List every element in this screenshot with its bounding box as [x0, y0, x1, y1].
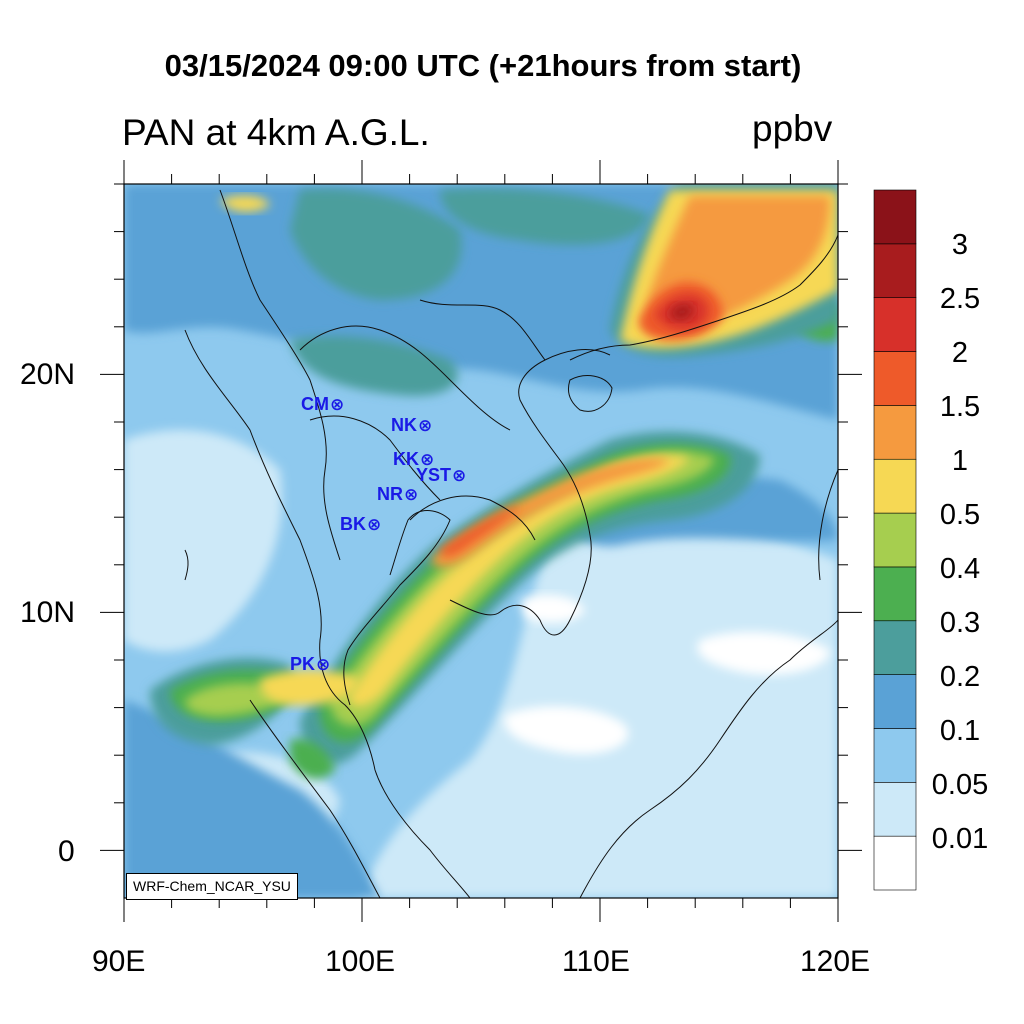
concentration-field — [124, 184, 838, 898]
station-cm: CM⊗ — [301, 394, 344, 415]
station-bk: BK⊗ — [340, 514, 381, 535]
units-label: ppbv — [752, 108, 833, 149]
colorbar-box-6 — [873, 512, 917, 568]
colorbar-box-3 — [873, 674, 917, 729]
field-white-patch-2 — [697, 631, 830, 675]
colorbar-label-0.1: 0.1 — [939, 715, 981, 747]
field-yellow-north — [220, 195, 270, 212]
coast-borneo — [579, 619, 838, 898]
colorbar-label-0.01: 0.01 — [931, 823, 989, 855]
field-china-darkred — [669, 304, 694, 320]
station-marker-icon: ⊗ — [330, 395, 345, 414]
field-yellow-kra — [259, 669, 360, 706]
border-vietnam — [419, 299, 546, 361]
station-marker-icon: ⊗ — [316, 655, 331, 674]
colorbar — [873, 189, 917, 891]
colorbar-label-0.05: 0.05 — [931, 769, 989, 801]
axis-ticks — [100, 160, 862, 922]
field-white-patch-1 — [504, 706, 629, 755]
variable-title: PAN at 4km A.G.L. — [122, 112, 430, 153]
field-green-south — [290, 739, 335, 779]
field-green-band — [319, 443, 731, 743]
station-pk: PK⊗ — [290, 654, 330, 675]
field-teal-north — [290, 188, 462, 300]
colorbar-box-10 — [873, 297, 917, 352]
field-teal-band — [300, 431, 760, 765]
field-yellow-band — [349, 455, 690, 707]
station-marker-icon: ⊗ — [367, 515, 382, 534]
x-tick-label-120E: 120E — [800, 945, 871, 978]
main-title: 03/15/2024 09:00 UTC (+21hours from star… — [164, 48, 802, 83]
station-marker-icon: ⊗ — [452, 466, 467, 485]
station-marker-icon: ⊗ — [418, 416, 433, 435]
coast-philippines — [818, 469, 838, 581]
y-tick-label-20N: 20N — [20, 358, 76, 391]
field-redband — [440, 505, 520, 557]
field-blue-south — [124, 700, 380, 898]
coast-china — [569, 234, 838, 361]
coast-sumatra — [249, 699, 381, 898]
station-nr: NR⊗ — [377, 484, 418, 505]
colorbar-box-2 — [873, 728, 917, 783]
colorbar-label-2.5: 2.5 — [939, 283, 981, 315]
x-tick-label-100E: 100E — [325, 945, 396, 978]
coast-hainan — [567, 375, 613, 412]
y-tick-label-0: 0 — [58, 835, 75, 868]
y-tick-label-10N: 10N — [20, 596, 76, 629]
colorbar-box-1 — [873, 782, 917, 837]
station-code: KK — [393, 449, 419, 469]
field-teal-northeast — [440, 188, 650, 245]
colorbar-label-0.5: 0.5 — [939, 499, 981, 531]
x-tick-label-90E: 90E — [92, 945, 146, 978]
coastlines — [184, 189, 838, 898]
model-credit: WRF-Chem_NCAR_YSU — [126, 873, 298, 900]
coast-andaman — [184, 549, 189, 581]
station-marker-icon: ⊗ — [420, 450, 435, 469]
colorbar-box-9 — [873, 351, 917, 406]
map-frame — [123, 183, 839, 899]
station-code: NK — [391, 415, 417, 435]
station-code: BK — [340, 514, 366, 534]
field-orange-band — [430, 458, 670, 568]
station-code: PK — [290, 654, 316, 674]
colorbar-label-0.4: 0.4 — [939, 553, 981, 585]
station-kk: KK⊗ — [393, 449, 434, 470]
coast-indochina — [449, 349, 611, 636]
colorbar-label-0.3: 0.3 — [939, 607, 981, 639]
border-laos — [299, 325, 511, 431]
colorbar-box-12 — [873, 189, 917, 245]
coast-mainland-south — [343, 510, 451, 706]
colorbar-label-1: 1 — [951, 445, 969, 477]
field-lowest-west — [124, 430, 282, 652]
colorbar-label-2: 2 — [951, 337, 969, 369]
field-teal-laos — [290, 336, 458, 396]
station-code: YST — [416, 465, 452, 485]
station-yst: YST⊗ — [416, 465, 466, 486]
station-nk: NK⊗ — [391, 415, 432, 436]
station-code: NR — [377, 484, 403, 504]
colorbar-box-7 — [873, 458, 917, 514]
field-lowest-south — [360, 513, 838, 898]
field-lime-band — [330, 451, 715, 726]
colorbar-box-11 — [873, 243, 917, 298]
colorbar-box-8 — [873, 405, 917, 460]
colorbar-label-1.5: 1.5 — [939, 391, 981, 423]
colorbar-box-5 — [873, 566, 917, 622]
colorbar-label-0.2: 0.2 — [939, 661, 981, 693]
coast-mainland-west — [184, 329, 471, 898]
border-myanmar — [219, 189, 341, 561]
colorbar-box-4 — [873, 620, 917, 675]
station-marker-icon: ⊗ — [404, 485, 419, 504]
colorbar-box-0 — [873, 835, 917, 891]
station-code: CM — [301, 394, 329, 414]
x-tick-label-110E: 110E — [562, 945, 630, 978]
border-thailand — [309, 415, 441, 501]
border-cambodia — [409, 495, 536, 541]
colorbar-label-3: 3 — [951, 229, 969, 261]
